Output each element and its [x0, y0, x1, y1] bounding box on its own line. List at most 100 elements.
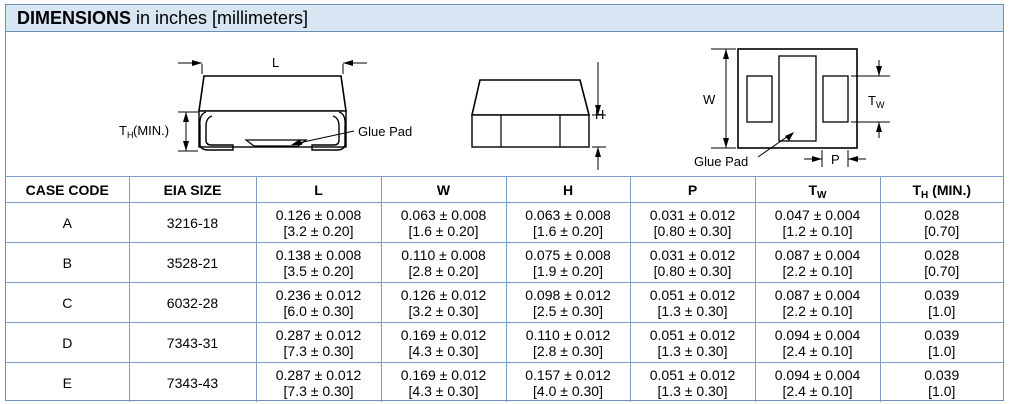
cell-inch: 0.098 ± 0.012	[525, 286, 611, 303]
cell-l: 0.126 ± 0.008 [3.2 ± 0.20]	[255, 202, 382, 243]
cell-mm: [1.2 ± 0.10]	[782, 222, 853, 239]
cell-p: 0.051 ± 0.012 [1.3 ± 0.30]	[629, 322, 756, 363]
cell-th: 0.039 [1.0]	[879, 362, 1003, 402]
cell-mm: [2.2 ± 0.10]	[782, 302, 853, 319]
label-th-sub: H	[127, 130, 134, 140]
cell-mm: [2.8 ± 0.20]	[408, 262, 479, 279]
cell-inch: 0.094 ± 0.004	[774, 366, 861, 383]
cell-mm: [3.5 ± 0.20]	[283, 262, 354, 279]
cell-mm: [3.2 ± 0.20]	[283, 222, 354, 239]
cell-inch: 0.063 ± 0.008	[400, 206, 487, 223]
cell-mm: [2.5 ± 0.30]	[533, 302, 603, 319]
cell-mm: [1.6 ± 0.20]	[408, 222, 479, 239]
cell-inch: 0.039	[924, 286, 960, 303]
cell-case: B	[6, 242, 130, 283]
header-l: L	[255, 176, 382, 203]
cell-inch: 0.126 ± 0.012	[400, 286, 487, 303]
header-th-main: T	[912, 181, 922, 198]
cell-mm: [1.9 ± 0.20]	[533, 262, 603, 279]
label-w: W	[703, 92, 716, 107]
cell-w: 0.110 ± 0.008 [2.8 ± 0.20]	[380, 242, 507, 283]
cell-mm: [0.80 ± 0.30]	[653, 262, 732, 279]
dimensions-table: CASE CODE EIA SIZE L W H P TW TH (MIN.) …	[6, 176, 1003, 402]
table-row: C 6032-28 0.236 ± 0.012 [6.0 ± 0.30] 0.12…	[6, 282, 1003, 323]
cell-mm: [2.2 ± 0.10]	[782, 262, 853, 279]
cell-inch: 0.138 ± 0.008	[275, 246, 362, 263]
cell-inch: 0.169 ± 0.012	[400, 366, 487, 383]
cell-p: 0.031 ± 0.012 [0.80 ± 0.30]	[629, 242, 756, 283]
cell-mm: [0.70]	[924, 262, 960, 279]
cell-inch: 0.287 ± 0.012	[275, 366, 362, 383]
cell-inch: 0.094 ± 0.004	[774, 326, 861, 343]
cell-w: 0.126 ± 0.012 [3.2 ± 0.30]	[380, 282, 507, 323]
front-view-drawing: H	[470, 62, 606, 170]
cell-tw: 0.094 ± 0.004 [2.4 ± 0.10]	[754, 362, 881, 402]
header-th-suffix: (MIN.)	[928, 181, 972, 198]
header-p: P	[629, 176, 756, 203]
cell-inch: 0.051 ± 0.012	[649, 286, 736, 303]
cell-w: 0.169 ± 0.012 [4.3 ± 0.30]	[380, 362, 507, 402]
title-bar: DIMENSIONS in inches [millimeters]	[6, 5, 1003, 32]
cell-tw: 0.094 ± 0.004 [2.4 ± 0.10]	[754, 322, 881, 363]
cell-inch: 0.047 ± 0.004	[774, 206, 861, 223]
cell-w: 0.169 ± 0.012 [4.3 ± 0.30]	[380, 322, 507, 363]
cell-tw: 0.087 ± 0.004 [2.2 ± 0.10]	[754, 282, 881, 323]
cell-mm: [1.0]	[928, 302, 956, 319]
table-row: E 7343-43 0.287 ± 0.012 [7.3 ± 0.30] 0.16…	[6, 362, 1003, 402]
cell-w: 0.063 ± 0.008 [1.6 ± 0.20]	[380, 202, 507, 243]
cell-inch: 0.051 ± 0.012	[649, 326, 736, 343]
header-case-code: CASE CODE	[6, 176, 130, 203]
cell-case: D	[6, 322, 130, 363]
cell-th: 0.039 [1.0]	[879, 282, 1003, 323]
cell-h: 0.110 ± 0.012 [2.8 ± 0.30]	[505, 322, 631, 363]
cell-inch: 0.063 ± 0.008	[525, 206, 611, 223]
cell-inch: 0.051 ± 0.012	[649, 366, 736, 383]
cell-mm: [1.3 ± 0.30]	[657, 382, 728, 399]
cell-mm: [3.2 ± 0.30]	[408, 302, 479, 319]
cell-mm: [2.4 ± 0.10]	[782, 382, 853, 399]
label-glue-pad-1: Glue Pad	[358, 124, 412, 139]
cell-inch: 0.031 ± 0.012	[649, 246, 736, 263]
header-w: W	[380, 176, 507, 203]
cell-l: 0.287 ± 0.012 [7.3 ± 0.30]	[255, 362, 382, 402]
header-tw-main: T	[808, 181, 818, 198]
table-row: A 3216-18 0.126 ± 0.008 [3.2 ± 0.20] 0.06…	[6, 202, 1003, 243]
dimension-drawings: L T H (MIN.) Glue Pad H	[119, 48, 890, 170]
label-p: P	[831, 152, 840, 167]
cell-p: 0.051 ± 0.012 [1.3 ± 0.30]	[629, 362, 756, 402]
cell-h: 0.075 ± 0.008 [1.9 ± 0.20]	[505, 242, 631, 283]
cell-mm: [4.3 ± 0.30]	[408, 382, 479, 399]
cell-h: 0.098 ± 0.012 [2.5 ± 0.30]	[505, 282, 631, 323]
cell-l: 0.138 ± 0.008 [3.5 ± 0.20]	[255, 242, 382, 283]
top-view-drawing: W T W Glue Pad P	[694, 48, 890, 169]
header-th-sub: H	[921, 189, 929, 201]
label-th-main: T	[119, 123, 127, 138]
cell-inch: 0.110 ± 0.012	[525, 326, 611, 343]
cell-inch: 0.110 ± 0.008	[401, 246, 486, 263]
cell-inch: 0.039	[924, 326, 960, 343]
cell-inch: 0.169 ± 0.012	[400, 326, 487, 343]
cell-inch: 0.287 ± 0.012	[275, 326, 362, 343]
cell-th: 0.039 [1.0]	[879, 322, 1003, 363]
panel-title: DIMENSIONS in inches [millimeters]	[17, 8, 308, 29]
cell-mm: [1.3 ± 0.30]	[657, 342, 728, 359]
label-glue-pad-2: Glue Pad	[694, 154, 748, 169]
cell-mm: [1.6 ± 0.20]	[533, 222, 603, 239]
cell-mm: [0.80 ± 0.30]	[653, 222, 732, 239]
cell-inch: 0.087 ± 0.004	[774, 246, 861, 263]
label-h: H	[595, 107, 604, 122]
cell-l: 0.236 ± 0.012 [6.0 ± 0.30]	[255, 282, 382, 323]
cell-eia: 7343-31	[128, 322, 257, 363]
cell-th: 0.028 [0.70]	[879, 202, 1003, 243]
header-h: H	[505, 176, 631, 203]
cell-eia: 3528-21	[128, 242, 257, 283]
cell-eia: 6032-28	[128, 282, 257, 323]
cell-mm: [1.0]	[928, 342, 956, 359]
header-eia-size: EIA SIZE	[128, 176, 257, 203]
cell-mm: [7.3 ± 0.30]	[283, 382, 354, 399]
cell-eia: 7343-43	[128, 362, 257, 402]
label-l: L	[272, 55, 279, 70]
cell-case: A	[6, 202, 130, 243]
cell-mm: [1.3 ± 0.30]	[657, 302, 728, 319]
header-tw-sub: W	[817, 189, 827, 201]
